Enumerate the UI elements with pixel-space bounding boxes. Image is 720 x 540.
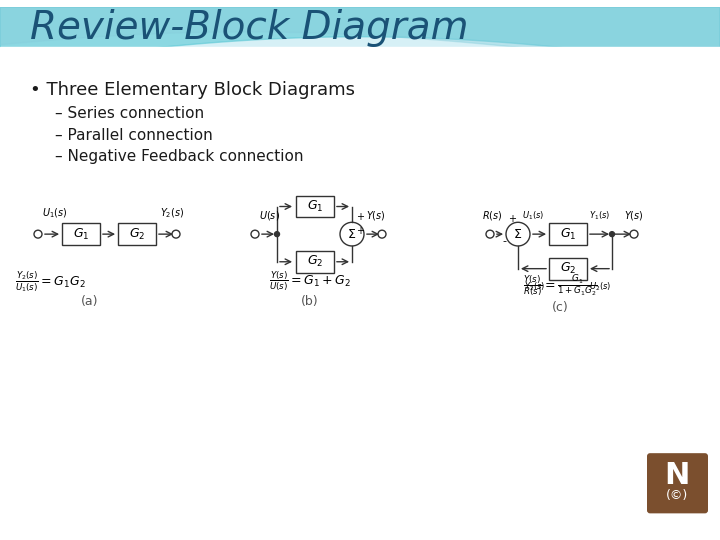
- Text: $\Sigma$: $\Sigma$: [348, 228, 356, 241]
- FancyBboxPatch shape: [296, 195, 334, 218]
- Text: $G_2$: $G_2$: [307, 254, 323, 269]
- Text: (b): (b): [301, 295, 319, 308]
- FancyBboxPatch shape: [118, 223, 156, 245]
- Text: – Series connection: – Series connection: [55, 106, 204, 121]
- Text: – Parallel connection: – Parallel connection: [55, 127, 212, 143]
- FancyBboxPatch shape: [647, 453, 708, 514]
- Text: – Negative Feedback connection: – Negative Feedback connection: [55, 149, 304, 164]
- Text: $G_1$: $G_1$: [559, 227, 576, 242]
- Text: -: -: [502, 236, 506, 246]
- Text: $G_1$: $G_1$: [307, 199, 323, 214]
- Text: $U_1(s)$: $U_1(s)$: [42, 207, 68, 220]
- Text: (c): (c): [552, 301, 568, 314]
- Text: (a): (a): [81, 295, 99, 308]
- Text: • Three Elementary Block Diagrams: • Three Elementary Block Diagrams: [30, 81, 355, 99]
- Text: $\frac{Y(s)}{R(s)} = \frac{G_1}{1+G_1 G_2}$: $\frac{Y(s)}{R(s)} = \frac{G_1}{1+G_1 G_…: [523, 274, 598, 299]
- Text: (©): (©): [666, 489, 688, 502]
- Text: $\frac{Y(s)}{U(s)} = G_1 + G_2$: $\frac{Y(s)}{U(s)} = G_1 + G_2$: [269, 269, 351, 293]
- Text: +: +: [356, 212, 364, 222]
- Text: $R(s)$: $R(s)$: [482, 210, 503, 222]
- FancyBboxPatch shape: [549, 223, 587, 245]
- FancyBboxPatch shape: [296, 251, 334, 273]
- Text: $U(s)$: $U(s)$: [259, 210, 280, 222]
- Circle shape: [340, 222, 364, 246]
- Text: N: N: [665, 461, 690, 490]
- Text: $U_2(s)$: $U_2(s)$: [589, 280, 611, 293]
- Circle shape: [610, 232, 614, 237]
- Text: $Y(s)$: $Y(s)$: [624, 210, 644, 222]
- FancyBboxPatch shape: [62, 223, 100, 245]
- FancyBboxPatch shape: [549, 258, 587, 280]
- Text: $G_2$: $G_2$: [560, 261, 576, 276]
- Text: $Y_2(s)$: $Y_2(s)$: [160, 207, 184, 220]
- Text: $\Sigma$: $\Sigma$: [513, 228, 523, 241]
- Text: +: +: [356, 226, 364, 236]
- Text: $U_1(s)$: $U_1(s)$: [522, 210, 544, 222]
- Text: $\frac{Y_2(s)}{U_1(s)} = G_1 G_2$: $\frac{Y_2(s)}{U_1(s)} = G_1 G_2$: [14, 269, 86, 294]
- Circle shape: [506, 222, 530, 246]
- Text: $Y_1(s)$: $Y_1(s)$: [589, 210, 611, 222]
- Text: +: +: [508, 214, 516, 224]
- Text: $Y_2(s)$: $Y_2(s)$: [523, 280, 545, 293]
- Circle shape: [274, 232, 279, 237]
- Text: $G_1$: $G_1$: [73, 227, 89, 242]
- Text: $Y(s)$: $Y(s)$: [366, 210, 386, 222]
- Text: Review-Block Diagram: Review-Block Diagram: [30, 9, 469, 46]
- Text: $G_2$: $G_2$: [129, 227, 145, 242]
